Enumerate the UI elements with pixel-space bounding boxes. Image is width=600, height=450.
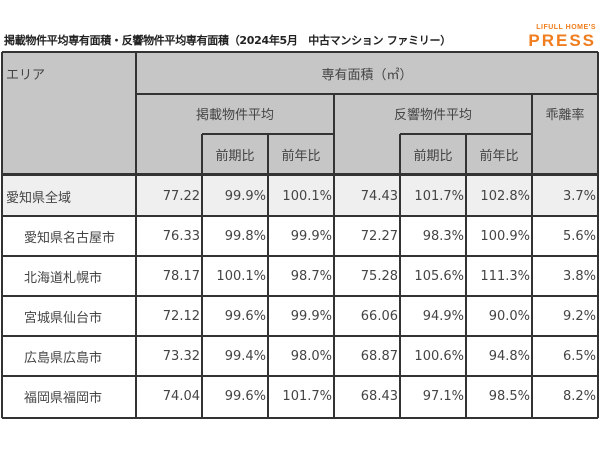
row-divider <box>2 335 598 337</box>
cell-r-py: 102.8% <box>466 176 532 216</box>
page-title: 掲載物件平均専有面積・反響物件平均専有面積（2024年5月 中古マンション ファ… <box>4 34 451 47</box>
area-name: 福岡県福岡市 <box>24 390 103 406</box>
cell-r-pp: 105.6% <box>414 268 464 284</box>
header-area: エリア <box>2 52 136 174</box>
cell-l-py: 98.7% <box>290 268 332 284</box>
cell-l-py: 100.1% <box>268 176 334 216</box>
cell-l-py: 99.9% <box>290 308 332 324</box>
cell-l-pp: 99.8% <box>224 228 266 244</box>
cell-r-pp: 94.9% <box>422 308 464 324</box>
header-listing-prev-year: 前年比 <box>268 134 334 174</box>
area-name: 愛知県名古屋市 <box>24 230 116 246</box>
cell-r-py: 111.3% <box>480 268 530 284</box>
cell-l-py: 98.0% <box>290 348 332 364</box>
cell-gap: 6.5% <box>562 348 596 364</box>
cell-r-avg: 66.06 <box>360 308 398 324</box>
header-listing-prev-period: 前期比 <box>202 134 268 174</box>
lifull-homes-press-logo: LIFULL HOME'S PRESS <box>528 24 596 50</box>
cell-r-avg: 75.28 <box>360 268 398 284</box>
cell-r-avg: 72.27 <box>360 228 398 244</box>
cell-r-py: 100.9% <box>480 228 530 244</box>
cell-l-pp: 99.9% <box>202 176 268 216</box>
header-response-prev-year: 前年比 <box>466 134 532 174</box>
cell-l-py: 99.9% <box>290 228 332 244</box>
cell-r-pp: 97.1% <box>422 388 464 404</box>
cell-r-avg: 74.43 <box>334 176 400 216</box>
cell-gap: 9.2% <box>562 308 596 324</box>
cell-l-pp: 99.6% <box>224 308 266 324</box>
cell-r-pp: 100.6% <box>414 348 464 364</box>
header-main: 専有面積（㎡） <box>136 52 598 94</box>
logo-bottom: PRESS <box>528 31 596 50</box>
area-name: 広島県広島市 <box>24 350 103 366</box>
cell-l-avg: 76.33 <box>162 228 200 244</box>
area-name: 宮城県仙台市 <box>24 310 103 326</box>
cell-l-pp: 99.4% <box>224 348 266 364</box>
cell-r-py: 90.0% <box>488 308 530 324</box>
logo-top: LIFULL HOME'S <box>536 24 596 31</box>
cell-l-avg: 77.22 <box>136 176 202 216</box>
cell-l-avg: 72.12 <box>162 308 200 324</box>
cell-gap: 8.2% <box>562 388 596 404</box>
cell-l-avg: 78.17 <box>162 268 200 284</box>
area-name: 北海道札幌市 <box>24 270 103 286</box>
cell-r-avg: 68.43 <box>360 388 398 404</box>
row-divider <box>2 215 598 217</box>
cell-r-avg: 68.87 <box>360 348 398 364</box>
cell-gap: 3.7% <box>532 176 598 216</box>
header-response-prev-period: 前期比 <box>400 134 466 174</box>
cell-r-pp: 101.7% <box>400 176 466 216</box>
cell-l-avg: 74.04 <box>162 388 200 404</box>
cell-r-py: 98.5% <box>488 388 530 404</box>
cell-l-pp: 99.6% <box>224 388 266 404</box>
cell-l-avg: 73.32 <box>162 348 200 364</box>
cell-l-pp: 100.1% <box>216 268 266 284</box>
area-name: 愛知県全域 <box>2 176 136 216</box>
row-divider <box>2 255 598 257</box>
row-divider <box>2 375 598 377</box>
cell-l-py: 101.7% <box>282 388 332 404</box>
cell-r-pp: 98.3% <box>422 228 464 244</box>
header-gap-rate: 乖離率 <box>532 94 598 174</box>
cell-gap: 3.8% <box>562 268 596 284</box>
cell-r-py: 94.8% <box>488 348 530 364</box>
cell-gap: 5.6% <box>562 228 596 244</box>
row-divider <box>2 295 598 297</box>
